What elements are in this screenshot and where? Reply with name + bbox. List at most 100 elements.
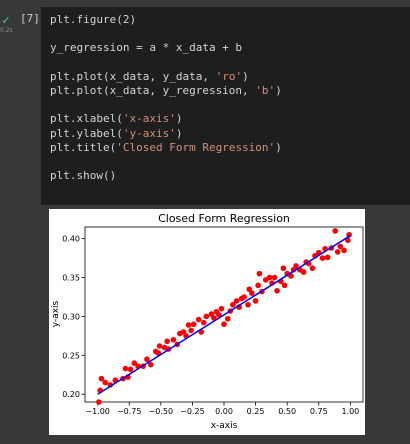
x-tick-label: 1.00 <box>341 407 359 416</box>
data-point <box>319 255 326 261</box>
code-token: plt.show() <box>50 169 117 183</box>
data-point <box>98 375 105 382</box>
data-point <box>203 313 210 320</box>
y-tick-label: 0.25 <box>62 351 80 360</box>
data-point <box>341 247 347 254</box>
data-point <box>170 336 177 343</box>
code-token: plt.ylabel( <box>50 126 123 140</box>
data-point <box>211 315 217 321</box>
y-tick-label: 0.20 <box>62 390 80 399</box>
data-point <box>334 249 341 255</box>
data-point <box>337 243 344 250</box>
data-point <box>241 294 248 300</box>
data-point <box>300 269 307 275</box>
code-line: ​ <box>50 98 282 112</box>
data-point <box>188 327 194 334</box>
code-token: plt.plot(x_data, y_data, <box>50 69 216 83</box>
code-token: ) <box>275 84 282 98</box>
data-point <box>281 282 288 289</box>
code-token: ) <box>175 126 183 140</box>
y-tick-label: 0.30 <box>62 312 80 321</box>
data-point <box>274 287 280 294</box>
cell-status: ✓ 0.2s <box>0 8 14 34</box>
data-point <box>102 379 109 386</box>
data-point <box>324 254 331 261</box>
y-tick-label: 0.35 <box>62 274 80 283</box>
data-point <box>190 321 197 328</box>
code-line: ​ <box>50 27 282 41</box>
data-point <box>156 343 163 349</box>
y-axis-label: y-axis <box>51 300 61 327</box>
data-point <box>200 319 207 326</box>
data-point <box>309 265 316 272</box>
code-line: plt.xlabel('x-axis') <box>50 112 282 126</box>
string-literal: 'y-axis' <box>122 126 176 140</box>
data-point <box>216 312 222 318</box>
data-point <box>127 366 134 373</box>
x-tick-label: 0.25 <box>247 407 265 416</box>
data-point <box>147 361 154 368</box>
data-point <box>164 338 170 345</box>
code-line: plt.plot(x_data, y_data, 'ro') <box>50 70 282 84</box>
execution-count: [7] <box>20 12 40 25</box>
data-point <box>255 282 261 289</box>
data-point <box>266 274 273 281</box>
code-cell[interactable]: plt.figure(2)​y_regression = a * x_data … <box>41 7 410 205</box>
code-line: plt.title('Closed Form Regression') <box>50 141 282 155</box>
code-line: y_regression = a * x_data + b <box>50 41 282 55</box>
data-point <box>252 298 259 304</box>
data-point <box>144 356 150 363</box>
code-line: plt.ylabel('y-axis') <box>50 127 282 141</box>
string-literal: 'x-axis' <box>122 112 176 126</box>
string-literal: 'b' <box>255 84 276 98</box>
code-line: ​ <box>50 155 282 169</box>
y-tick-label: 0.40 <box>62 235 80 244</box>
x-tick-label: 0.75 <box>310 407 328 416</box>
code-token: ) <box>242 69 249 83</box>
data-point <box>230 301 236 308</box>
code-token: plt.plot(x_data, y_regression, <box>50 84 256 98</box>
check-icon: ✓ <box>2 13 10 28</box>
code-token: ) <box>275 140 282 154</box>
chart-title: Closed Form Regression <box>158 212 290 225</box>
data-point <box>224 315 231 322</box>
code-token: ) <box>175 112 183 126</box>
string-literal: 'Closed Form Regression' <box>116 140 276 154</box>
code-token: plt.xlabel( <box>50 112 123 126</box>
data-point <box>185 322 192 328</box>
data-point <box>280 265 287 272</box>
data-point <box>233 298 240 304</box>
code-token: plt.figure(2) <box>50 13 137 26</box>
data-point <box>195 316 202 323</box>
regression-line <box>97 234 351 395</box>
data-point <box>249 290 255 296</box>
x-tick-label: −0.25 <box>180 407 205 416</box>
x-tick-label: −0.75 <box>117 407 142 416</box>
code-editor[interactable]: plt.figure(2)​y_regression = a * x_data … <box>50 13 282 183</box>
data-point <box>131 360 138 366</box>
scatter-chart: Closed Form Regression −1.00 −0.75 −0.50 −0… <box>51 212 364 431</box>
code-token: plt.title( <box>50 140 117 154</box>
data-point <box>332 228 339 234</box>
x-tick-label: 0.00 <box>215 407 233 416</box>
data-point <box>218 305 225 312</box>
code-token: y_regression = a * x_data + b <box>50 41 243 55</box>
x-axis-label: x-axis <box>211 421 238 431</box>
x-tick-label: −1.00 <box>85 407 110 416</box>
data-point <box>96 399 102 405</box>
data-point <box>256 270 263 277</box>
data-point <box>245 301 251 308</box>
cell-output: Closed Form Regression −1.00 −0.75 −0.50 −0… <box>49 209 365 435</box>
execution-time: 0.2s <box>0 27 13 34</box>
code-line: ​ <box>50 56 282 70</box>
string-literal: 'ro' <box>215 69 243 83</box>
data-point <box>221 321 227 328</box>
code-line: plt.figure(2) <box>50 13 282 27</box>
data-point <box>122 365 129 372</box>
x-tick-label: −0.50 <box>149 407 174 416</box>
data-point <box>293 263 299 269</box>
x-tick-label: 0.50 <box>278 407 296 416</box>
code-line: plt.plot(x_data, y_regression, 'b') <box>50 84 282 98</box>
data-point <box>271 274 278 281</box>
code-line: plt.show() <box>50 169 282 183</box>
